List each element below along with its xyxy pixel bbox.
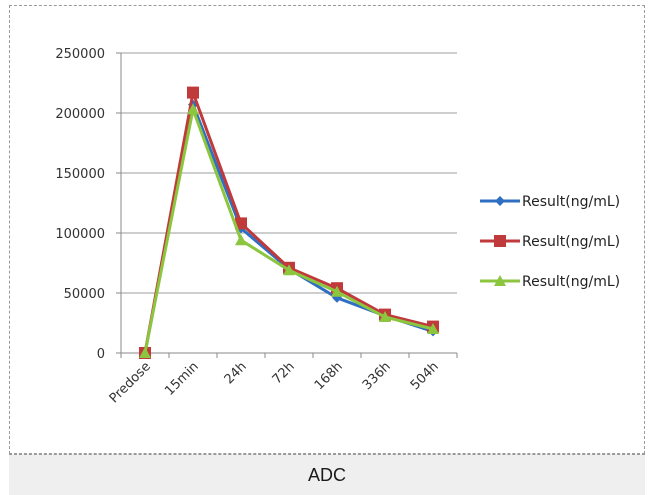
data-point — [235, 234, 247, 246]
data-point — [139, 347, 151, 358]
legend-marker — [495, 196, 505, 206]
x-tick-label: 336h — [360, 359, 394, 393]
y-tick-label: 100000 — [55, 227, 105, 242]
y-tick-label: 150000 — [55, 167, 105, 182]
legend-label: Result(ng/mL) — [522, 234, 620, 250]
data-point — [283, 264, 295, 276]
data-point — [235, 217, 247, 230]
data-point — [331, 285, 343, 297]
y-tick-label: 0 — [97, 347, 105, 362]
line-chart: 0 50000 100000 150000 200000 250000 Predose 15m… — [55, 47, 620, 406]
y-tick-label: 50000 — [64, 287, 105, 302]
y-tick-label: 200000 — [55, 107, 105, 122]
x-tick-label: 24h — [222, 359, 250, 387]
legend-marker — [494, 235, 506, 247]
legend-marker — [494, 275, 506, 286]
chart-frame: 0 50000 100000 150000 200000 250000 Predose 15m… — [9, 5, 645, 454]
figure-caption: ADC — [9, 454, 645, 495]
data-point — [427, 323, 439, 334]
legend-label: Result(ng/mL) — [522, 274, 620, 290]
x-tick-label: Predose — [107, 359, 154, 406]
data-point — [379, 311, 391, 322]
legend-label: Result(ng/mL) — [522, 194, 620, 210]
data-point — [187, 103, 199, 115]
x-tick-label: 72h — [270, 359, 298, 387]
data-point — [187, 86, 199, 99]
x-tick-label: 504h — [408, 359, 442, 393]
x-tick-label: 168h — [312, 359, 346, 393]
y-tick-label: 250000 — [55, 47, 105, 62]
x-tick-label: 15min — [162, 359, 202, 399]
